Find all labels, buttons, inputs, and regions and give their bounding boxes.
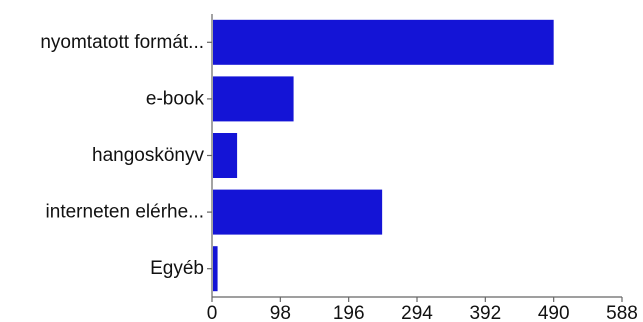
category-label: hangoskönyv — [92, 145, 204, 166]
category-label: interneten elérhe... — [46, 202, 204, 223]
category-label: nyomtatott formát... — [40, 32, 204, 53]
bar-4 — [213, 246, 218, 292]
x-tick-label: 196 — [333, 303, 365, 322]
x-tick-label: 0 — [207, 303, 218, 322]
x-tick-label: 98 — [270, 303, 291, 322]
bar-3 — [213, 189, 383, 235]
x-tick-label: 392 — [469, 303, 501, 322]
category-label: Egyéb — [150, 258, 204, 279]
bars-group — [213, 19, 554, 292]
x-tick-label: 490 — [538, 303, 570, 322]
category-labels-group: nyomtatott formát... e-book hangoskönyv int… — [40, 32, 204, 279]
bar-1 — [213, 76, 294, 122]
tick-labels-group: 0 98 196 294 392 490 588 — [207, 303, 638, 322]
bar-2 — [213, 133, 238, 178]
x-tick-label: 588 — [606, 303, 638, 322]
bar-0 — [213, 19, 554, 65]
x-tick-label: 294 — [401, 303, 433, 322]
category-label: e-book — [146, 88, 205, 109]
axes-group — [207, 14, 623, 302]
